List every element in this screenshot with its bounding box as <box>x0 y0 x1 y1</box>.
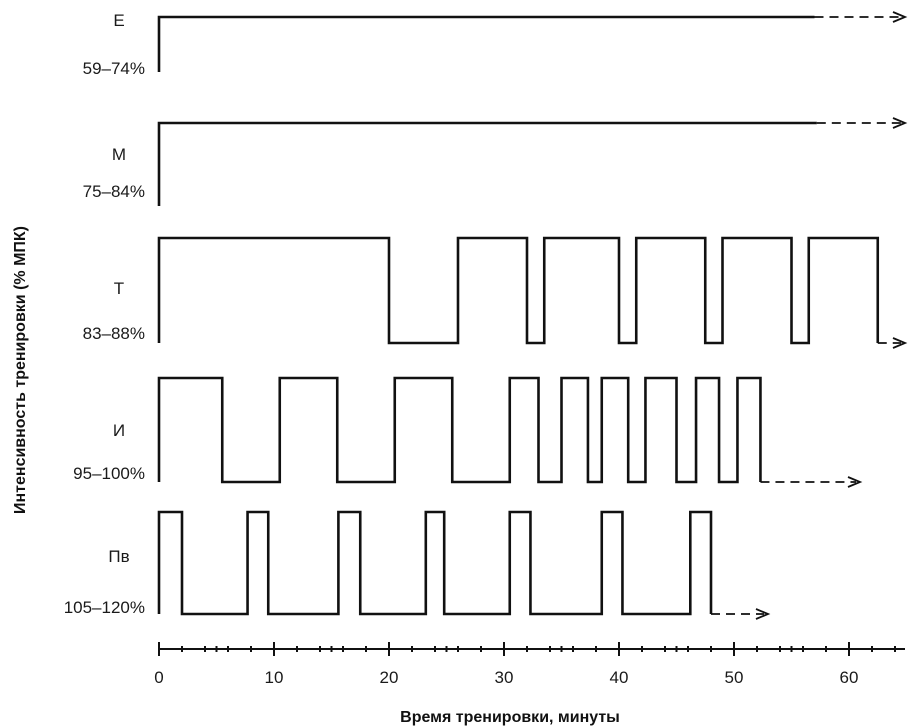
x-tick-label: 30 <box>495 668 514 687</box>
continuation-arrow <box>847 476 863 488</box>
x-tick-label: 0 <box>154 668 163 687</box>
series-range: 105–120% <box>64 598 145 617</box>
series-name: Е <box>113 11 124 30</box>
intensity-line <box>157 236 880 345</box>
intensity-rows: Е 59–74% М 75–84% Т 83–88% И 95–100% Пв 105–120% <box>64 11 908 620</box>
series-range: 59–74% <box>83 59 145 78</box>
x-axis: 0 10 20 30 40 50 60 <box>154 642 905 687</box>
series-range: 95–100% <box>73 464 145 483</box>
intensity-line <box>157 510 713 616</box>
row-3: Т 83–88% <box>83 236 908 349</box>
continuation-arrow <box>755 608 771 620</box>
x-tick-label: 20 <box>380 668 399 687</box>
intensity-line <box>157 15 815 72</box>
row-4: И 95–100% <box>73 376 863 488</box>
continuation-arrow <box>892 11 908 23</box>
y-axis-title: Интенсивность тренировки (% МПК) <box>12 226 29 514</box>
series-name: И <box>113 421 125 440</box>
x-tick-label: 10 <box>265 668 284 687</box>
row-1: Е 59–74% <box>83 11 908 78</box>
x-tick-label: 50 <box>725 668 744 687</box>
x-axis-title: Время тренировки, минуты <box>400 709 620 726</box>
x-tick-label: 60 <box>840 668 859 687</box>
continuation-arrow <box>892 337 908 349</box>
series-range: 83–88% <box>83 324 145 343</box>
row-2: М 75–84% <box>83 117 908 206</box>
intensity-line <box>157 376 762 484</box>
series-name: Т <box>114 279 124 298</box>
series-name: М <box>112 145 126 164</box>
x-tick-label: 40 <box>610 668 629 687</box>
series-name: Пв <box>108 547 129 566</box>
continuation-arrow <box>892 117 908 129</box>
series-range: 75–84% <box>83 182 145 201</box>
row-5: Пв 105–120% <box>64 510 771 620</box>
intensity-line <box>157 121 817 206</box>
